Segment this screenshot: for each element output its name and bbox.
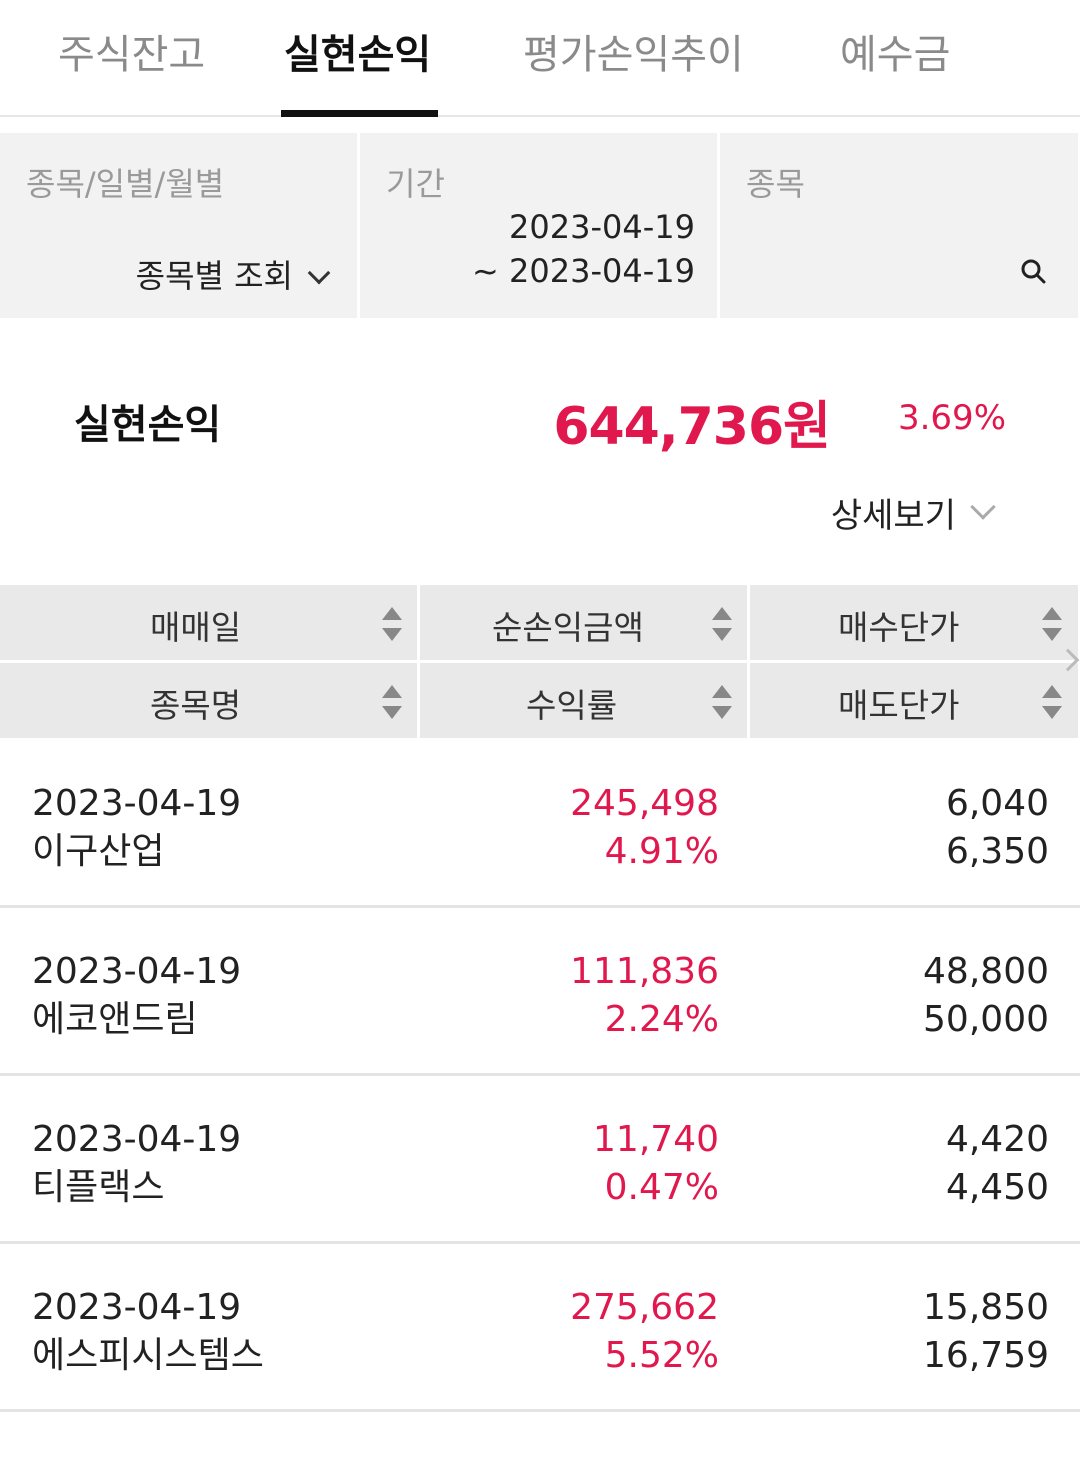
net-pl-amount: 11,740 [593, 1119, 719, 1160]
return-rate: 5.52% [604, 1335, 719, 1376]
tab-bar: 주식잔고 실현손익 평가손익추이 예수금 [0, 0, 1080, 117]
buy-price: 15,850 [923, 1287, 1049, 1328]
sort-icon[interactable] [1042, 685, 1062, 719]
header-return-rate[interactable]: 수익률 [420, 663, 747, 738]
search-icon[interactable] [1020, 258, 1046, 284]
view-type-label: 종목/일별/월별 [26, 165, 225, 203]
stock-name: 에스피시스템스 [32, 1335, 264, 1376]
header-return-rate-label: 수익률 [526, 686, 618, 725]
header-sell-price[interactable]: 매도단가 [750, 663, 1078, 738]
period-end: ~ 2023-04-19 [472, 252, 695, 290]
tab-valuation-trend[interactable]: 평가손익추이 [523, 32, 744, 78]
trade-date: 2023-04-19 [32, 783, 242, 824]
filter-bar: 종목/일별/월별 종목별 조회 기간 2023-04-19 ~ 2023-04-… [0, 133, 1080, 318]
table-row[interactable]: 2023-04-19 에스피시스템스 275,662 5.52% 15,850 … [0, 1244, 1080, 1412]
sell-price: 6,350 [945, 831, 1049, 872]
summary-rate: 3.69% [897, 398, 1006, 438]
table-row[interactable]: 2023-04-19 티플랙스 11,740 0.47% 4,420 4,450 [0, 1076, 1080, 1244]
view-type-filter[interactable]: 종목/일별/월별 종목별 조회 [0, 133, 357, 318]
header-stock-name-label: 종목명 [150, 686, 242, 725]
header-trade-date-label: 매매일 [150, 608, 242, 647]
summary-label: 실현손익 [74, 402, 222, 448]
tab-realized-pl[interactable]: 실현손익 [284, 32, 432, 78]
period-filter[interactable]: 기간 2023-04-19 ~ 2023-04-19 [360, 133, 717, 318]
table-row[interactable]: 2023-04-19 에코앤드림 111,836 2.24% 48,800 50… [0, 908, 1080, 1076]
header-net-pl-label: 순손익금액 [492, 608, 644, 647]
table-header: 매매일 순손익금액 매수단가 종목명 수익률 매도단가 [0, 585, 1080, 738]
header-buy-price[interactable]: 매수단가 [750, 585, 1078, 660]
detail-button[interactable]: 상세보기 [831, 488, 996, 537]
sort-icon[interactable] [712, 607, 732, 641]
tab-deposit[interactable]: 예수금 [840, 32, 951, 78]
sort-icon[interactable] [712, 685, 732, 719]
period-label: 기간 [386, 165, 445, 203]
trade-date: 2023-04-19 [32, 1287, 242, 1328]
stock-label: 종목 [746, 165, 805, 203]
return-rate: 4.91% [604, 831, 719, 872]
stock-name: 티플랙스 [32, 1167, 165, 1208]
sell-price: 4,450 [945, 1167, 1049, 1208]
chevron-down-icon [307, 261, 331, 285]
header-sell-price-label: 매도단가 [838, 686, 960, 725]
sell-price: 50,000 [923, 999, 1049, 1040]
trade-date: 2023-04-19 [32, 1119, 242, 1160]
header-buy-price-label: 매수단가 [838, 608, 960, 647]
return-rate: 2.24% [604, 999, 719, 1040]
net-pl-amount: 245,498 [570, 783, 719, 824]
sort-icon[interactable] [382, 607, 402, 641]
header-stock-name[interactable]: 종목명 [0, 663, 417, 738]
sort-icon[interactable] [382, 685, 402, 719]
tab-stock-balance[interactable]: 주식잔고 [58, 32, 206, 78]
period-start: 2023-04-19 [509, 208, 695, 246]
header-trade-date[interactable]: 매매일 [0, 585, 417, 660]
sell-price: 16,759 [923, 1335, 1049, 1376]
buy-price: 48,800 [923, 951, 1049, 992]
net-pl-amount: 111,836 [570, 951, 719, 992]
table-row[interactable]: 2023-04-19 이구산업 245,498 4.91% 6,040 6,35… [0, 740, 1080, 908]
stock-name: 에코앤드림 [32, 999, 198, 1040]
active-tab-indicator [281, 110, 438, 117]
sort-icon[interactable] [1042, 607, 1062, 641]
net-pl-amount: 275,662 [570, 1287, 719, 1328]
view-type-select[interactable]: 종목별 조회 [135, 251, 331, 297]
header-net-pl[interactable]: 순손익금액 [420, 585, 747, 660]
detail-label: 상세보기 [830, 496, 956, 536]
trade-date: 2023-04-19 [32, 951, 242, 992]
buy-price: 6,040 [945, 783, 1049, 824]
stock-name: 이구산업 [32, 831, 165, 872]
buy-price: 4,420 [945, 1119, 1049, 1160]
return-rate: 0.47% [604, 1167, 719, 1208]
view-type-value: 종목별 조회 [135, 257, 293, 295]
stock-filter[interactable]: 종목 [720, 133, 1078, 318]
summary-amount: 644,736원 [553, 397, 831, 457]
